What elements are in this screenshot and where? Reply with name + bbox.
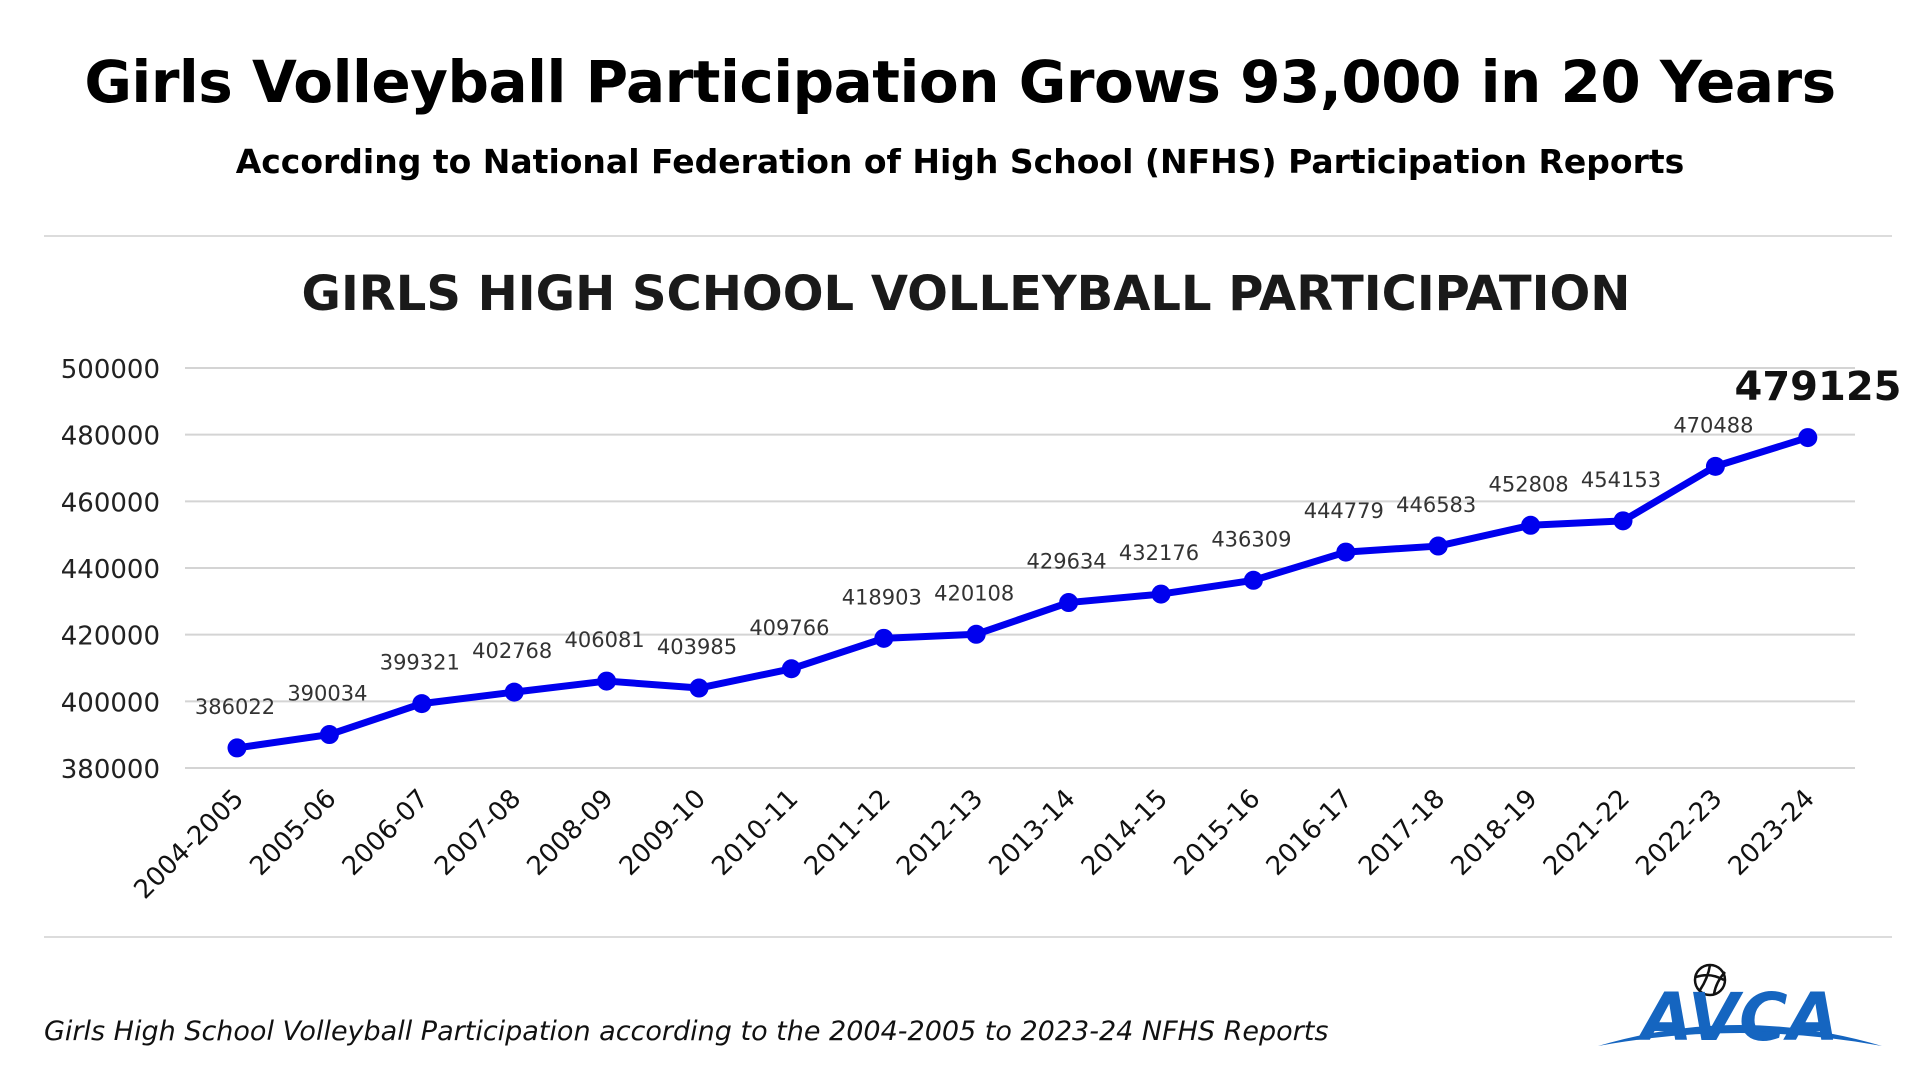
chart-title: GIRLS HIGH SCHOOL VOLLEYBALL PARTICIPATI… bbox=[302, 266, 1631, 322]
data-point bbox=[1613, 511, 1633, 531]
data-label: 452808 bbox=[1489, 472, 1569, 496]
data-point bbox=[1798, 428, 1818, 448]
data-label: 436309 bbox=[1211, 527, 1291, 551]
data-label: 432176 bbox=[1119, 541, 1199, 565]
data-point bbox=[504, 682, 524, 702]
data-point bbox=[781, 659, 801, 679]
data-label: 470488 bbox=[1673, 413, 1753, 437]
x-tick-label: 2013-14 bbox=[984, 784, 1082, 882]
x-tick-label: 2011-12 bbox=[799, 784, 897, 882]
data-label: 402768 bbox=[472, 639, 552, 663]
bottom-divider bbox=[44, 936, 1892, 938]
y-tick-label: 480000 bbox=[61, 422, 160, 452]
x-tick-label: 2007-08 bbox=[429, 784, 527, 882]
data-label: 399321 bbox=[380, 651, 460, 675]
data-point bbox=[319, 725, 339, 745]
data-label: 386022 bbox=[195, 695, 275, 719]
page-subheadline: According to National Federation of High… bbox=[235, 142, 1685, 181]
y-tick-label: 400000 bbox=[61, 688, 160, 718]
data-label: 406081 bbox=[565, 628, 645, 652]
data-label: 403985 bbox=[657, 635, 737, 659]
avca-logo: AVCA bbox=[1598, 963, 1882, 1056]
x-tick-label: 2005-06 bbox=[244, 784, 342, 882]
data-point bbox=[1705, 456, 1725, 476]
x-tick-label: 2021-22 bbox=[1538, 784, 1636, 882]
x-tick-label: 2006-07 bbox=[337, 784, 435, 882]
data-label: 429634 bbox=[1027, 550, 1107, 574]
chart-caption: Girls High School Volleyball Participati… bbox=[44, 1016, 1329, 1047]
data-label: 420108 bbox=[934, 581, 1014, 605]
x-tick-label: 2010-11 bbox=[706, 784, 804, 882]
x-tick-label: 2014-15 bbox=[1076, 784, 1174, 882]
x-tick-label: 2008-09 bbox=[522, 784, 620, 882]
x-tick-label: 2016-17 bbox=[1261, 784, 1359, 882]
data-point bbox=[689, 678, 709, 698]
y-tick-label: 380000 bbox=[61, 755, 160, 785]
x-tick-label: 2017-18 bbox=[1353, 784, 1451, 882]
data-label: 390034 bbox=[287, 682, 367, 706]
x-tick-label: 2022-23 bbox=[1630, 784, 1728, 882]
data-point bbox=[1521, 515, 1541, 535]
x-tick-label: 2018-19 bbox=[1446, 784, 1544, 882]
y-tick-label: 420000 bbox=[61, 622, 160, 652]
volleyball-icon bbox=[1693, 963, 1727, 997]
x-tick-label: 2009-10 bbox=[614, 784, 712, 882]
data-label: 418903 bbox=[842, 585, 922, 609]
data-label: 446583 bbox=[1396, 493, 1476, 517]
data-point bbox=[1243, 570, 1263, 590]
top-divider bbox=[44, 235, 1892, 237]
series-line bbox=[233, 434, 1812, 752]
data-label: 409766 bbox=[749, 616, 829, 640]
x-tick-label: 2023-24 bbox=[1723, 784, 1821, 882]
data-point bbox=[1151, 584, 1171, 604]
x-tick-label: 2015-16 bbox=[1168, 784, 1266, 882]
avca-logo-text: AVCA bbox=[1636, 979, 1838, 1056]
data-point bbox=[597, 671, 617, 691]
page-headline: Girls Volleyball Participation Grows 93,… bbox=[84, 48, 1836, 116]
data-label: 454153 bbox=[1581, 468, 1661, 492]
data-point bbox=[1336, 542, 1356, 562]
x-tick-label: 2012-13 bbox=[891, 784, 989, 882]
data-point bbox=[412, 694, 432, 714]
data-point bbox=[1059, 593, 1079, 613]
x-tick-label: 2004-2005 bbox=[129, 784, 250, 905]
data-point bbox=[966, 624, 986, 644]
data-point bbox=[1428, 536, 1448, 556]
data-label: 444779 bbox=[1304, 499, 1384, 523]
y-tick-label: 500000 bbox=[61, 355, 160, 385]
y-tick-label: 460000 bbox=[61, 488, 160, 518]
data-point bbox=[874, 628, 894, 648]
highlight-data-label: 479125 bbox=[1735, 364, 1902, 410]
data-point bbox=[227, 738, 247, 758]
y-tick-label: 440000 bbox=[61, 555, 160, 585]
